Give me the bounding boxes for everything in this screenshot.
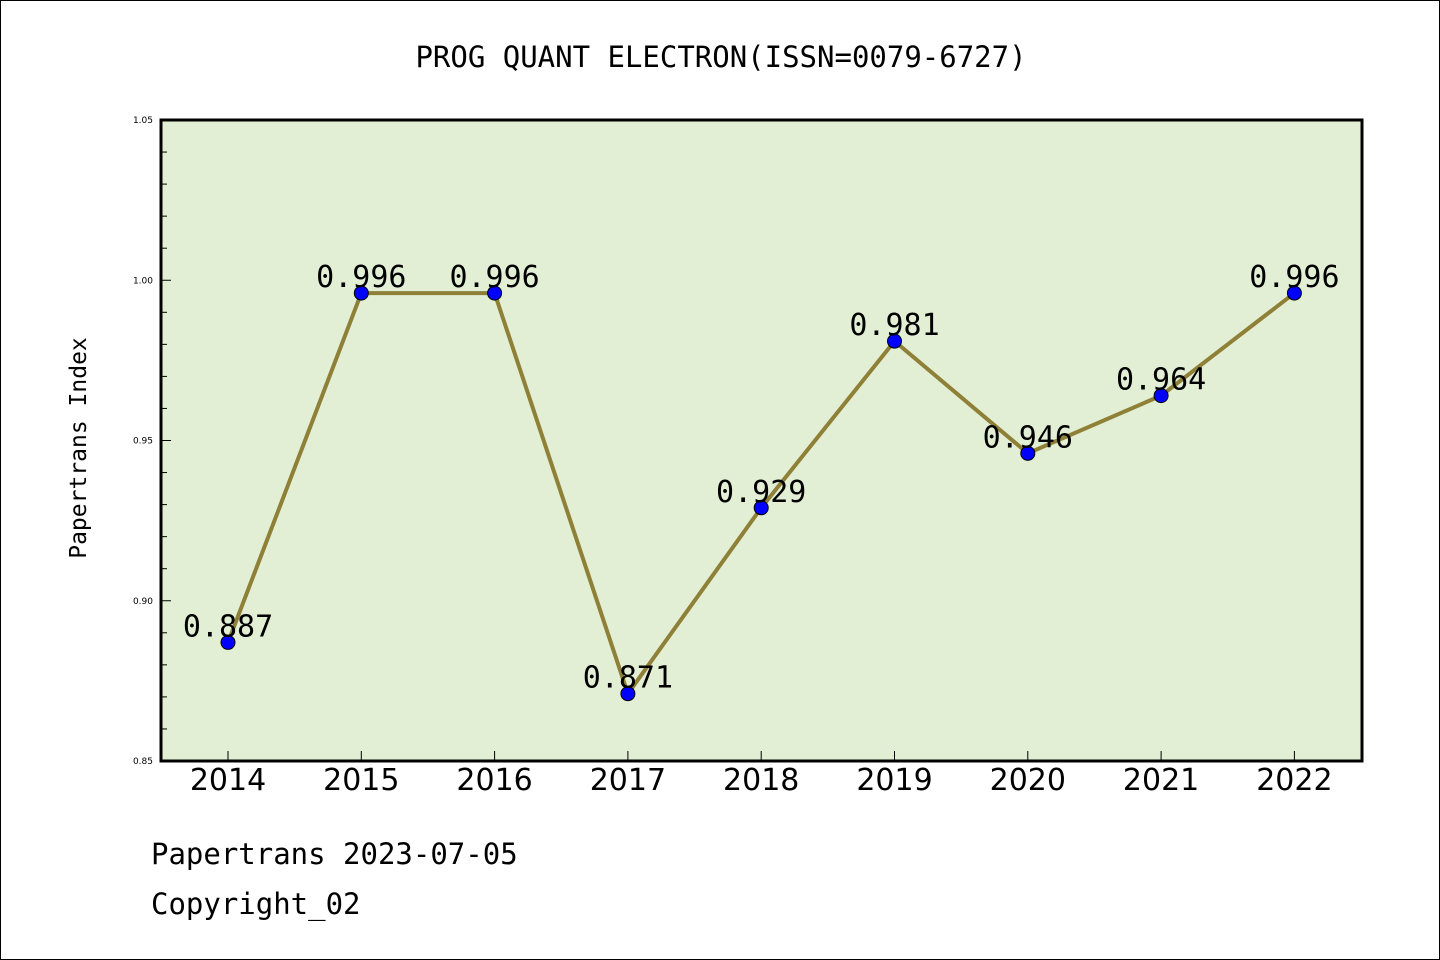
data-point xyxy=(1020,445,1036,461)
data-point xyxy=(1286,285,1302,301)
data-point xyxy=(620,686,636,702)
data-label: 0.996 xyxy=(449,260,539,295)
data-point xyxy=(887,333,902,349)
data-label: 0.996 xyxy=(316,260,406,295)
y-tick-label: 0.85 xyxy=(133,757,153,767)
x-axis-ticks: 2014 2015 2016 2017 2018 2019 2020 2021 2022 xyxy=(190,751,1333,798)
data-point xyxy=(353,285,369,301)
footer-copyright: Copyright_02 xyxy=(151,887,361,921)
data-point xyxy=(487,285,503,301)
y-axis-ticks: 0.85 0.90 0.95 1.00 1.05 xyxy=(133,116,171,767)
x-tick-label: 2021 xyxy=(1123,763,1199,798)
x-tick-label: 2017 xyxy=(590,763,666,798)
x-tick-label: 2018 xyxy=(723,763,799,798)
data-point xyxy=(220,634,236,650)
footer-date: Papertrans 2023-07-05 xyxy=(151,837,518,871)
x-tick-label: 2022 xyxy=(1256,763,1332,798)
data-label: 0.964 xyxy=(1116,363,1206,398)
series-points-group xyxy=(220,285,1302,702)
series-labels-group: 0.887 0.996 0.996 0.871 0.929 0.981 0.946 0.964… xyxy=(183,260,1340,696)
x-tick-label: 2020 xyxy=(990,763,1066,798)
y-axis-label: Papertrans Index xyxy=(66,337,92,559)
y-tick-label: 1.00 xyxy=(133,276,153,286)
data-label: 0.871 xyxy=(583,661,673,696)
plot-area xyxy=(159,118,1364,763)
x-tick-label: 2015 xyxy=(323,763,399,798)
y-tick-label: 0.95 xyxy=(133,437,153,447)
data-label: 0.887 xyxy=(183,609,273,644)
data-label: 0.996 xyxy=(1249,260,1339,295)
data-label: 0.981 xyxy=(849,308,939,343)
data-label: 0.946 xyxy=(983,420,1073,455)
y-tick-label: 1.05 xyxy=(133,116,153,126)
data-point xyxy=(1153,388,1169,404)
x-tick-label: 2014 xyxy=(190,763,266,798)
y-tick-label: 0.90 xyxy=(133,597,153,607)
data-label: 0.929 xyxy=(716,475,806,510)
x-tick-label: 2016 xyxy=(456,763,532,798)
x-tick-label: 2019 xyxy=(856,763,932,798)
data-point xyxy=(753,500,769,516)
chart-title: PROG QUANT ELECTRON(ISSN=0079-6727) xyxy=(415,40,1026,74)
